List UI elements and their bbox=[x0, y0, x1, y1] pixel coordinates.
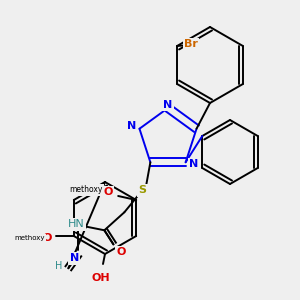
Text: O: O bbox=[117, 247, 126, 257]
Text: O: O bbox=[42, 233, 52, 243]
Text: N: N bbox=[70, 253, 79, 263]
Text: N: N bbox=[127, 121, 136, 131]
Text: O: O bbox=[103, 187, 113, 197]
Text: HN: HN bbox=[68, 219, 85, 229]
Text: N: N bbox=[164, 100, 172, 110]
Text: S: S bbox=[138, 185, 146, 195]
Text: H: H bbox=[55, 261, 62, 271]
Text: methoxy: methoxy bbox=[70, 185, 103, 194]
Text: Br: Br bbox=[184, 39, 198, 49]
Text: methoxy: methoxy bbox=[15, 235, 45, 241]
Text: N: N bbox=[189, 159, 198, 169]
Text: OH: OH bbox=[92, 273, 110, 283]
